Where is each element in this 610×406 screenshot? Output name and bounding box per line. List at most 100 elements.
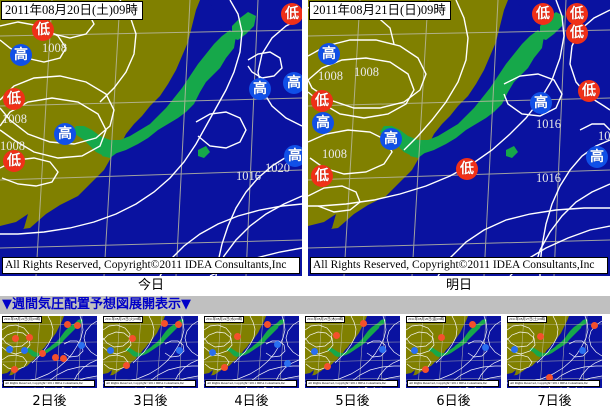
- weekly-expand-bar[interactable]: ▼週間気圧配置予想図展開表示▼: [0, 296, 610, 314]
- isobar-label: 1016: [536, 117, 561, 131]
- pressure-marker-high: 高: [249, 78, 271, 100]
- thumbnail-pressure-marker-low: [175, 321, 182, 328]
- isobar-label: 1008: [354, 65, 379, 79]
- pressure-marker-low: 低: [3, 150, 25, 172]
- thumbnail-copyright: All Rights Reserved, Copyright©2011 IDEA…: [306, 380, 398, 387]
- weekly-expand-label[interactable]: ▼週間気圧配置予想図展開表示▼: [2, 297, 191, 312]
- map-panel-today[interactable]: 2011年08月20日(土)09時 All Rights Reserved, C…: [0, 0, 302, 276]
- thumbnail-pressure-marker-low: [264, 321, 271, 328]
- main-captions-row: 今日 明日: [0, 276, 610, 296]
- pressure-marker-low: 低: [281, 3, 302, 25]
- weekly-thumbnail[interactable]: 2011年08月23日(火)09時 All Rights Reserved, Co…: [103, 316, 198, 388]
- thumbnail-copyright: All Rights Reserved, Copyright©2011 IDEA…: [508, 380, 600, 387]
- thumbnail-pressure-marker-low: [333, 332, 340, 339]
- thumbnail-pressure-marker-high: [78, 342, 85, 349]
- thumbnail-pressure-marker-high: [311, 348, 318, 355]
- thumbnail-pressure-marker-high: [511, 346, 518, 353]
- thumbnail-caption: 5日後: [335, 394, 370, 406]
- pressure-marker-low: 低: [32, 19, 54, 41]
- weekly-thumbnail[interactable]: 2011年08月24日(水)09時 All Rights Reserved, Co…: [204, 316, 299, 388]
- thumbnail-title: 2011年08月24日(水)09時: [204, 316, 245, 323]
- thumbnail-pressure-marker-high: [482, 344, 489, 351]
- thumbnail-pressure-marker-high: [176, 347, 183, 354]
- map-graphic-tomorrow: [308, 0, 610, 276]
- map-panel-tomorrow[interactable]: 2011年08月21日(日)09時 All Rights Reserved, C…: [308, 0, 610, 276]
- thumbnail-pressure-marker-low: [123, 362, 130, 369]
- pressure-marker-low: 低: [311, 165, 333, 187]
- isobar-label: 1016: [536, 171, 561, 185]
- pressure-marker-high: 高: [318, 43, 340, 65]
- thumbnail-copyright: All Rights Reserved, Copyright©2011 IDEA…: [3, 380, 95, 387]
- thumbnail-title: 2011年08月23日(火)09時: [103, 316, 144, 323]
- isobar-label: 1008: [322, 147, 347, 161]
- pressure-marker-high: 高: [380, 128, 402, 150]
- isobar-label: 1020: [265, 161, 290, 175]
- isobar-label: 1008: [318, 69, 343, 83]
- thumbnail-pressure-marker-high: [579, 347, 586, 354]
- thumbnail-pressure-marker-high: [107, 347, 114, 354]
- caption-today: 今日: [137, 278, 164, 293]
- thumbnail-pressure-marker-low: [234, 333, 241, 340]
- pressure-marker-low: 低: [578, 80, 600, 102]
- isobar-label: 1008: [2, 112, 27, 126]
- thumbnail-pressure-marker-low: [469, 321, 476, 328]
- weekly-thumbnail[interactable]: 2011年08月26日(金)09時 All Rights Reserved, Co…: [406, 316, 501, 388]
- thumbnail-pressure-marker-low: [221, 364, 228, 371]
- thumbnail-caption: 4日後: [234, 394, 269, 406]
- isobar-label: 1020: [598, 129, 610, 143]
- isobar-label: 1008: [0, 139, 25, 153]
- pressure-marker-high: 高: [312, 112, 334, 134]
- thumbnail-pressure-marker-high: [21, 347, 28, 354]
- weekly-thumbnail[interactable]: 2011年08月22日(月)09時 All Rights Reserved, Co…: [2, 316, 97, 388]
- thumbnail-caption: 3日後: [133, 394, 168, 406]
- pressure-marker-low: 低: [566, 3, 588, 25]
- thumbnail-pressure-marker-high: [274, 341, 281, 348]
- thumbnail-pressure-marker-low: [591, 322, 598, 329]
- pressure-marker-high: 高: [10, 44, 32, 66]
- thumbnail-pressure-marker-low: [60, 355, 67, 362]
- pressure-marker-high: 高: [54, 123, 76, 145]
- thumbnail-pressure-marker-low: [546, 374, 553, 381]
- thumbnail-copyright: All Rights Reserved, Copyright©2011 IDEA…: [205, 380, 297, 387]
- thumbnail-title: 2011年08月25日(木)09時: [305, 316, 346, 323]
- thumbnail-pressure-marker-low: [39, 350, 46, 357]
- isobar-label: 1008: [42, 41, 67, 55]
- thumbnail-pressure-marker-high: [209, 349, 216, 356]
- isobar-label: 1016: [236, 169, 261, 183]
- weekly-thumbnail-row: 2011年08月22日(月)09時 All Rights Reserved, Co…: [0, 314, 610, 406]
- thumbnail-pressure-marker-high: [411, 347, 418, 354]
- map-title-today: 2011年08月20日(土)09時: [1, 1, 143, 20]
- thumbnail-pressure-marker-low: [52, 354, 59, 361]
- pressure-marker-low: 低: [3, 88, 25, 110]
- pressure-marker-low: 低: [566, 22, 588, 44]
- thumbnail-title: 2011年08月26日(金)09時: [406, 316, 447, 323]
- thumbnail-title: 2011年08月22日(月)09時: [2, 316, 43, 323]
- thumbnail-pressure-marker-low: [537, 333, 544, 340]
- thumbnail-pressure-marker-low: [438, 334, 445, 341]
- thumbnail-pressure-marker-low: [360, 320, 367, 327]
- thumbnail-pressure-marker-low: [74, 322, 81, 329]
- pressure-marker-low: 低: [532, 3, 554, 25]
- pressure-marker-high: 高: [530, 92, 552, 114]
- weekly-thumbnail[interactable]: 2011年08月25日(木)09時 All Rights Reserved, Co…: [305, 316, 400, 388]
- thumbnail-pressure-marker-high: [6, 346, 13, 353]
- pressure-marker-high: 高: [586, 146, 608, 168]
- thumbnail-pressure-marker-low: [161, 320, 168, 327]
- thumbnail-pressure-marker-low: [26, 334, 33, 341]
- thumbnail-pressure-marker-low: [12, 335, 19, 342]
- thumbnail-pressure-marker-low: [64, 321, 71, 328]
- thumbnail-caption: 7日後: [537, 394, 572, 406]
- caption-tomorrow: 明日: [445, 278, 472, 293]
- pressure-marker-low: 低: [456, 158, 478, 180]
- thumbnail-copyright: All Rights Reserved, Copyright©2011 IDEA…: [407, 380, 499, 387]
- thumbnail-pressure-marker-high: [284, 360, 291, 367]
- weekly-thumbnail[interactable]: 2011年08月27日(土)09時 All Rights Reserved, Co…: [507, 316, 602, 388]
- thumbnail-pressure-marker-low: [129, 335, 136, 342]
- thumbnail-caption: 6日後: [436, 394, 471, 406]
- main-maps-row: 2011年08月20日(土)09時 All Rights Reserved, C…: [0, 0, 610, 276]
- map-title-tomorrow: 2011年08月21日(日)09時: [309, 1, 451, 20]
- map-copyright-tomorrow: All Rights Reserved, Copyright©2011 IDEA…: [310, 257, 608, 274]
- thumbnail-title: 2011年08月27日(土)09時: [507, 316, 548, 323]
- pressure-marker-high: 高: [283, 72, 302, 94]
